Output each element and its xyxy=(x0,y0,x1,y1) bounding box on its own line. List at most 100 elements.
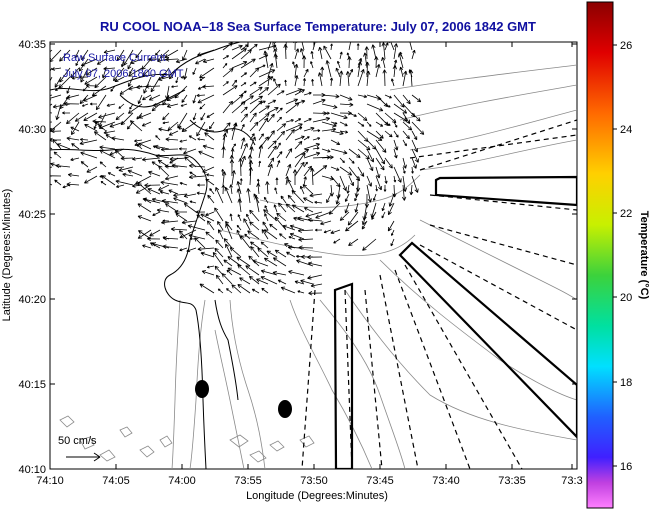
current-vector xyxy=(103,130,116,135)
current-vector xyxy=(226,269,233,276)
current-vector xyxy=(141,121,152,127)
current-vector xyxy=(221,169,225,177)
current-vector xyxy=(249,112,257,123)
current-vector xyxy=(149,229,161,237)
current-vector xyxy=(106,103,116,107)
current-vector xyxy=(272,42,278,51)
colorbar-tick-label: 16 xyxy=(620,461,632,473)
current-vector xyxy=(227,267,242,276)
current-vector xyxy=(384,157,393,169)
current-vector xyxy=(283,43,288,60)
current-vector xyxy=(307,255,323,260)
current-vector xyxy=(99,161,107,168)
current-vector xyxy=(257,178,260,186)
current-vector xyxy=(188,233,206,240)
scale-label: 50 cm/s xyxy=(58,435,97,447)
current-vector xyxy=(170,227,188,232)
current-vector xyxy=(127,169,143,177)
y-tick-label: 40:30 xyxy=(18,124,46,136)
current-vector xyxy=(409,184,414,196)
current-vector xyxy=(381,42,386,60)
x-tick-label: 73:3 xyxy=(561,475,582,487)
current-vector xyxy=(214,207,224,222)
current-vector xyxy=(258,113,270,123)
current-vector xyxy=(164,175,179,181)
current-vector xyxy=(393,166,402,183)
current-vector xyxy=(321,148,331,153)
current-vector xyxy=(276,123,287,132)
current-vector xyxy=(50,112,53,114)
current-vector xyxy=(339,94,353,101)
current-vector xyxy=(402,121,413,131)
current-vector xyxy=(258,69,276,78)
current-vector xyxy=(55,85,62,91)
current-vector xyxy=(169,156,188,162)
current-vector xyxy=(303,118,312,123)
current-vector xyxy=(204,128,215,133)
current-vector xyxy=(333,238,341,244)
current-vector xyxy=(221,146,226,159)
current-vector xyxy=(312,129,321,133)
current-vector xyxy=(326,193,332,204)
current-vector xyxy=(357,61,362,78)
current-vector xyxy=(274,216,287,231)
current-vector xyxy=(50,76,53,86)
current-vector xyxy=(214,265,224,276)
current-vector xyxy=(147,236,161,242)
current-vector xyxy=(79,139,98,146)
current-vector xyxy=(264,213,269,222)
current-vector xyxy=(224,186,233,204)
current-vector xyxy=(357,94,368,99)
y-tick-label: 40:10 xyxy=(18,464,46,476)
current-vector xyxy=(154,144,170,150)
current-vector xyxy=(312,42,318,51)
current-vector xyxy=(196,191,206,195)
current-vector xyxy=(188,174,206,180)
current-vector xyxy=(344,193,350,202)
y-tick-label: 40:35 xyxy=(18,39,46,51)
current-vector xyxy=(330,229,341,234)
x-tick-label: 73:35 xyxy=(498,475,526,487)
current-vector xyxy=(263,196,269,204)
current-vector xyxy=(79,94,89,105)
current-vector xyxy=(317,72,323,87)
current-vector xyxy=(80,161,89,168)
current-vector xyxy=(199,283,215,294)
current-vector xyxy=(276,90,285,96)
current-vector xyxy=(409,42,413,51)
current-vector xyxy=(303,91,312,96)
current-vector xyxy=(402,157,407,169)
current-vector xyxy=(371,211,377,220)
current-vector xyxy=(222,55,230,60)
current-vector xyxy=(335,67,341,78)
current-vector xyxy=(132,156,143,161)
current-vector xyxy=(375,166,381,179)
current-vector xyxy=(195,58,206,65)
current-vector xyxy=(206,112,215,118)
current-vector xyxy=(66,182,80,187)
current-vector xyxy=(309,193,323,198)
current-vector xyxy=(303,207,314,213)
current-vector xyxy=(218,229,224,240)
current-vector xyxy=(98,112,116,119)
current-vector xyxy=(411,148,419,163)
current-vector xyxy=(194,237,206,249)
current-vector xyxy=(51,129,62,134)
current-vector xyxy=(348,42,351,51)
current-vector xyxy=(361,211,368,226)
current-vector xyxy=(99,145,116,150)
current-vector xyxy=(273,53,278,69)
current-vector xyxy=(136,144,143,150)
current-vector xyxy=(75,58,80,67)
current-vector xyxy=(179,139,188,143)
current-vector xyxy=(175,58,188,64)
current-vector xyxy=(300,279,314,285)
current-vector xyxy=(294,63,299,78)
current-vector xyxy=(70,126,80,132)
current-vector xyxy=(297,228,314,233)
current-vector xyxy=(263,209,278,222)
current-vector xyxy=(239,277,251,285)
current-vector xyxy=(287,179,296,195)
current-vector xyxy=(411,130,418,141)
current-vector xyxy=(285,176,289,186)
